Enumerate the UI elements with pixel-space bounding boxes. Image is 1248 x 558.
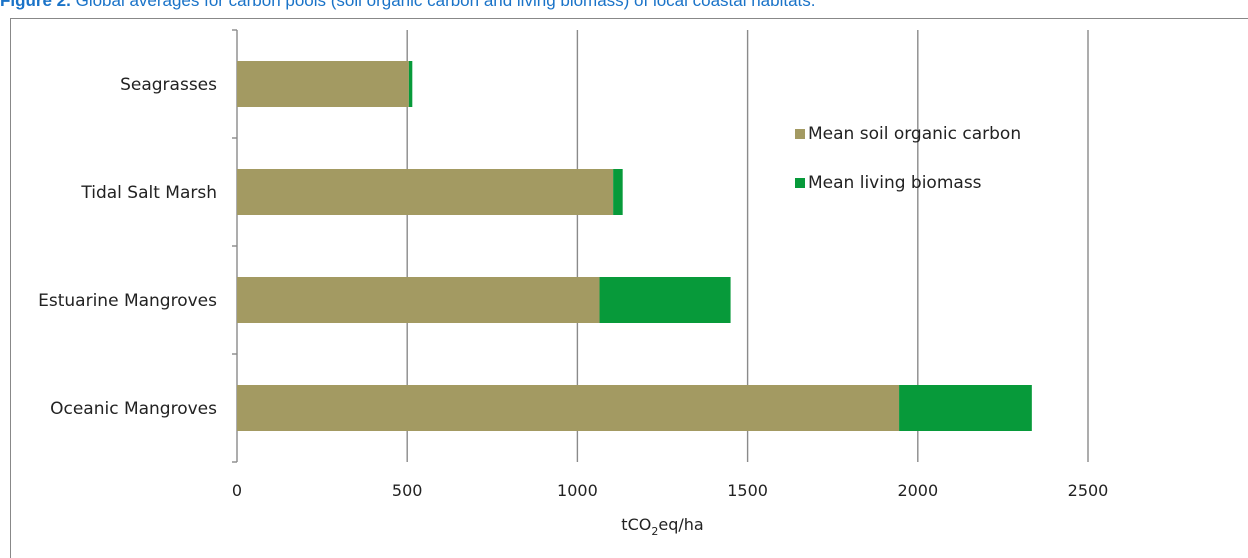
x-tick-label-0: 0 <box>232 481 242 500</box>
legend-label-1: Mean living biomass <box>808 173 982 193</box>
x-axis-label: tCO2eq/ha <box>621 515 703 538</box>
figure-caption: Figure 2. Global averages for carbon poo… <box>0 0 1248 11</box>
bar-1-1 <box>613 169 623 215</box>
category-label-3: Oceanic Mangroves <box>50 399 217 419</box>
x-axis-label-subscript: 2 <box>651 525 658 538</box>
legend-swatch-1 <box>795 178 805 188</box>
legend: Mean soil organic carbon Mean living biom… <box>795 124 1021 193</box>
category-label-2: Estuarine Mangroves <box>38 291 217 311</box>
bars <box>237 61 1032 431</box>
bar-2-0 <box>237 277 600 323</box>
chart-frame <box>10 18 1248 558</box>
caption-text: Global averages for carbon pools (soil o… <box>75 0 816 10</box>
x-tick-label-2000: 2000 <box>897 481 938 500</box>
legend-label-0: Mean soil organic carbon <box>808 124 1021 144</box>
bar-0-0 <box>237 61 409 107</box>
x-tick-label-500: 500 <box>392 481 423 500</box>
x-tick-label-1000: 1000 <box>557 481 598 500</box>
x-axis-label-unit: eq/ha <box>658 515 703 534</box>
bar-3-0 <box>237 385 900 431</box>
category-label-1: Tidal Salt Marsh <box>80 183 217 203</box>
bar-2-1 <box>599 277 731 323</box>
category-labels: Seagrasses Tidal Salt Marsh Estuarine Mang… <box>38 75 217 419</box>
caption-lead: Figure 2. <box>0 0 71 10</box>
axes <box>232 29 238 463</box>
bar-0-1 <box>408 61 413 107</box>
x-axis-label-main: tCO <box>621 515 651 534</box>
legend-swatch-0 <box>795 129 805 139</box>
x-tick-label-1500: 1500 <box>727 481 768 500</box>
category-label-0: Seagrasses <box>120 75 217 95</box>
bar-1-0 <box>237 169 614 215</box>
x-tick-labels: 0 500 1000 1500 2000 2500 <box>232 481 1108 500</box>
x-tick-label-2500: 2500 <box>1068 481 1109 500</box>
bar-3-1 <box>899 385 1032 431</box>
